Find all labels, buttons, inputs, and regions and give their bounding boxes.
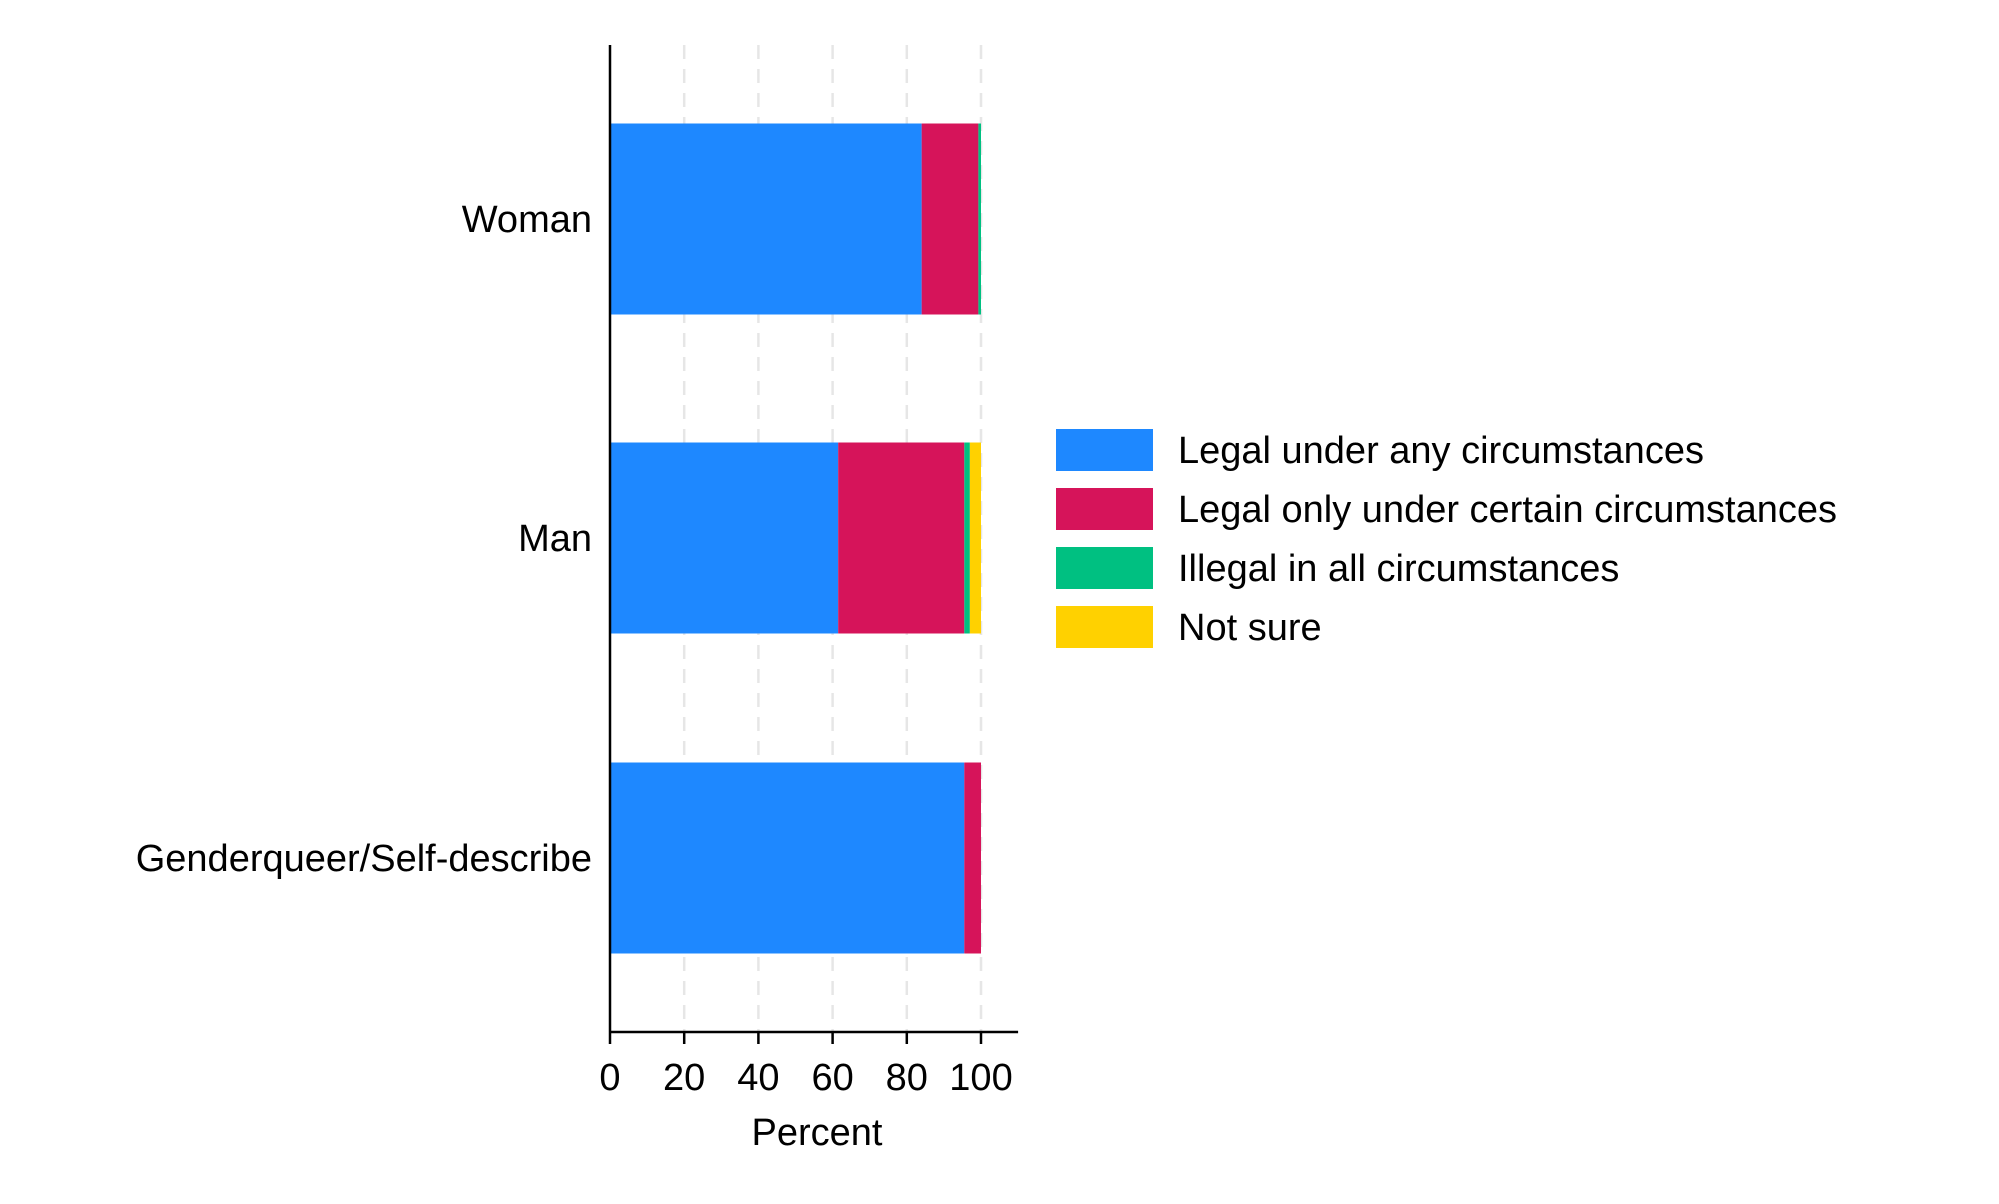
- legend: Legal under any circumstances Legal only …: [1056, 429, 1837, 649]
- x-tick-label-20: 20: [663, 1057, 705, 1099]
- bar-man-series-2: [964, 442, 970, 634]
- bar-woman-series-0: [610, 123, 922, 315]
- legend-swatch-2: [1056, 547, 1153, 589]
- category-label-man: Man: [518, 518, 592, 560]
- bar-woman-series-2: [978, 123, 981, 315]
- category-label-genderqueer-self-describe: Genderqueer/Self-describe: [136, 838, 592, 880]
- bar-genderqueer-self-describe-series-1: [964, 762, 981, 954]
- category-label-woman: Woman: [462, 199, 592, 241]
- axes: [608, 45, 1019, 1044]
- legend-swatch-3: [1056, 606, 1153, 648]
- legend-label-3: Not sure: [1178, 607, 1322, 649]
- bar-man-series-3: [969, 442, 981, 634]
- bar-genderqueer-self-describe-series-0: [610, 762, 965, 954]
- legend-label-2: Illegal in all circumstances: [1178, 548, 1619, 590]
- category-labels: Woman Man Genderqueer/Self-describe: [136, 199, 592, 880]
- bar-man-series-0: [610, 442, 839, 634]
- legend-swatch-1: [1056, 488, 1153, 530]
- x-axis-title: Percent: [752, 1112, 883, 1154]
- bar-man-series-1: [838, 442, 965, 634]
- x-tick-label-80: 80: [886, 1057, 928, 1099]
- x-tick-labels: 0 20 40 60 80 100: [599, 1057, 1012, 1099]
- x-tick-label-100: 100: [949, 1057, 1012, 1099]
- legend-label-0: Legal under any circumstances: [1178, 430, 1704, 472]
- bar-woman-series-1: [921, 123, 979, 315]
- x-tick-label-0: 0: [599, 1057, 620, 1099]
- bars: [610, 123, 981, 954]
- x-tick-label-60: 60: [811, 1057, 853, 1099]
- legend-swatch-0: [1056, 429, 1153, 471]
- x-tick-label-40: 40: [737, 1057, 779, 1099]
- legend-label-1: Legal only under certain circumstances: [1178, 489, 1837, 531]
